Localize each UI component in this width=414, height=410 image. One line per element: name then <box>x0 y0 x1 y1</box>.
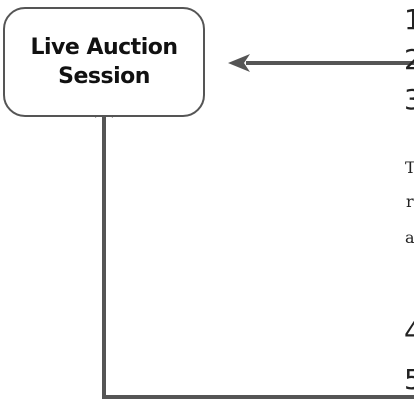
live-auction-session-node: Live Auction Session <box>3 7 205 117</box>
truncated-text-r: r <box>406 192 414 211</box>
truncated-text-a: a <box>405 228 414 247</box>
node-label-line1: Live Auction <box>30 35 178 60</box>
truncated-text-t: T <box>405 158 414 177</box>
arrowhead-left <box>228 54 250 72</box>
step-number-2: 2 <box>404 43 414 76</box>
arrow-loop-back <box>102 112 414 399</box>
step-number-5: 5 <box>404 363 414 396</box>
step-number-3: 3 <box>404 83 414 116</box>
step-number-4: 4 <box>404 315 414 348</box>
node-label-line2: Session <box>58 64 150 89</box>
step-number-1: 1 <box>404 3 414 36</box>
